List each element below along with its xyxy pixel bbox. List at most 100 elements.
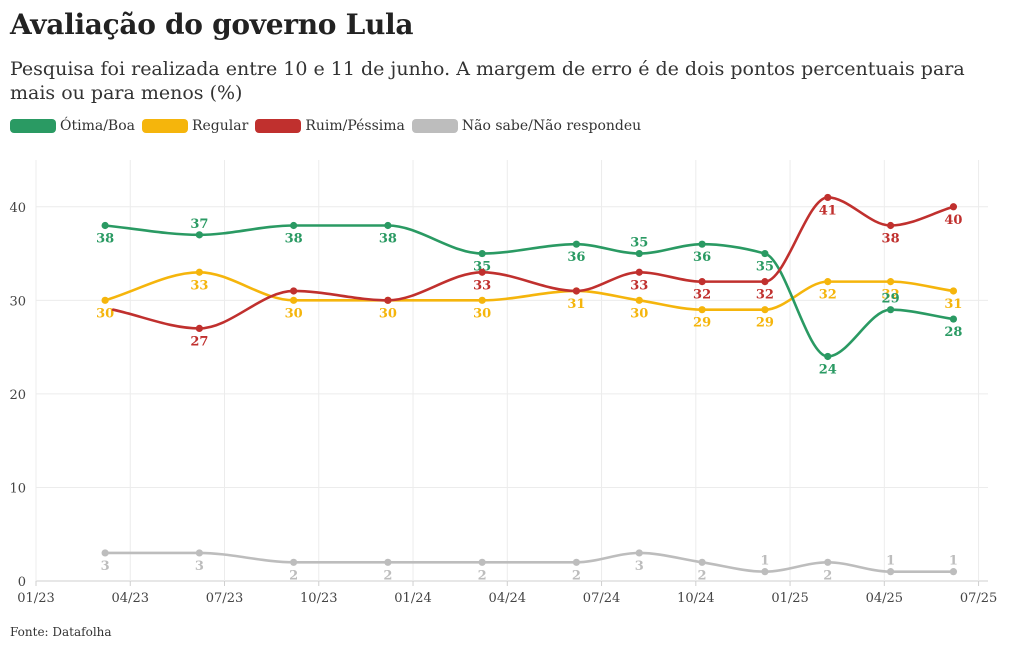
data-point-ruim-pessima-8 [761,278,769,286]
data-point-otima-boa-0 [101,221,109,230]
data-label-ruim-pessima-9: 41 [819,203,837,218]
data-label-ruim-pessima-6: 33 [630,278,648,293]
data-label-nao-sabe-nao-respondeu-2: 2 [289,568,298,583]
y-tick-label-10: 10 [9,481,26,496]
data-point-ruim-pessima-11 [949,203,958,211]
data-point-otima-boa-8 [761,249,769,258]
x-tick-label-07-25: 07/25 [960,591,997,606]
legend-label-regular: Regular [191,118,249,134]
data-label-otima-boa-3: 38 [379,231,397,246]
data-point-regular-9 [824,278,832,286]
data-label-otima-boa-5: 36 [567,250,585,265]
x-tick-label-04-23: 04/23 [112,591,149,606]
data-label-regular-8: 29 [756,316,774,331]
data-point-regular-4 [478,296,486,304]
data-point-nao-sabe-nao-respondeu-4 [478,558,486,566]
data-point-regular-10 [887,278,895,286]
data-label-nao-sabe-nao-respondeu-0: 3 [101,559,110,574]
data-point-regular-2 [290,296,298,304]
data-point-otima-boa-6 [635,249,643,258]
data-label-regular-1: 33 [190,278,208,293]
data-point-regular-11 [949,287,958,295]
data-label-otima-boa-6: 35 [630,236,648,251]
data-label-otima-boa-10: 29 [882,292,900,307]
data-point-otima-boa-7 [698,240,706,248]
data-point-ruim-pessima-7 [698,278,706,286]
data-label-nao-sabe-nao-respondeu-8: 1 [760,554,769,569]
data-label-regular-5: 31 [567,297,585,312]
data-point-ruim-pessima-3 [384,296,392,304]
x-tick-label-07-23: 07/23 [206,591,243,606]
data-label-otima-boa-7: 36 [693,250,711,265]
x-tick-label-04-25: 04/25 [866,591,903,606]
x-tick-label-01-24: 01/24 [394,591,431,606]
data-point-otima-boa-9 [824,352,832,361]
y-tick-label-30: 30 [9,294,26,309]
data-label-ruim-pessima-10: 38 [882,231,900,246]
legend-swatch-nao-sabe [411,119,458,133]
legend-item-nao-sabe: Não sabe/Não respondeu [411,118,641,134]
data-label-nao-sabe-nao-respondeu-6: 3 [635,559,644,574]
x-tick-label-01-25: 01/25 [771,591,808,606]
data-label-ruim-pessima-7: 32 [693,288,711,303]
data-label-otima-boa-1: 37 [190,217,208,232]
legend-label-ruim-pessima: Ruim/Péssima [305,118,405,134]
legend-swatch-ruim-pessima [255,119,302,133]
data-point-ruim-pessima-5 [572,287,581,295]
legend-swatch-otima-boa [10,119,56,133]
data-point-ruim-pessima-6 [635,268,643,276]
data-label-regular-4: 30 [473,306,491,321]
source-note: Fonte: Datafolha [10,625,112,639]
data-point-ruim-pessima-10 [887,221,895,230]
data-point-otima-boa-5 [572,240,581,248]
data-label-regular-2: 30 [285,306,303,321]
data-point-ruim-pessima-4 [478,268,486,276]
data-label-otima-boa-9: 24 [819,362,837,377]
data-label-ruim-pessima-11: 40 [944,213,962,228]
data-label-ruim-pessima-1: 27 [190,334,208,349]
data-label-nao-sabe-nao-respondeu-11: 1 [949,554,958,569]
data-point-nao-sabe-nao-respondeu-7 [698,558,706,566]
legend-label-otima-boa: Ótima/Boa [60,118,135,134]
data-label-regular-6: 30 [630,306,648,321]
data-label-otima-boa-8: 35 [756,260,774,275]
x-tick-label-01-23: 01/23 [17,591,54,606]
data-point-otima-boa-11 [949,315,958,323]
data-point-regular-1 [195,268,203,276]
data-point-nao-sabe-nao-respondeu-3 [384,558,392,566]
data-label-regular-11: 31 [944,297,962,312]
data-point-nao-sabe-nao-respondeu-10 [887,568,895,576]
legend-item-otima-boa: Ótima/Boa [10,118,135,134]
chart-title: Avaliação do governo Lula [10,8,414,41]
legend-item-regular: Regular [141,118,249,134]
data-point-nao-sabe-nao-respondeu-2 [290,558,298,566]
data-label-ruim-pessima-4: 33 [473,278,491,293]
data-point-regular-8 [761,306,769,314]
data-point-regular-6 [635,296,643,304]
legend-swatch-regular [141,119,188,133]
data-point-ruim-pessima-2 [290,287,298,295]
data-point-otima-boa-1 [195,231,203,239]
data-point-nao-sabe-nao-respondeu-1 [195,549,203,557]
data-point-regular-7 [698,306,706,314]
x-tick-label-07-24: 07/24 [583,591,620,606]
data-point-nao-sabe-nao-respondeu-6 [635,549,643,557]
data-label-otima-boa-2: 38 [285,231,303,246]
data-point-nao-sabe-nao-respondeu-8 [761,568,769,576]
data-label-nao-sabe-nao-respondeu-9: 2 [823,568,832,583]
data-point-nao-sabe-nao-respondeu-9 [824,558,832,566]
data-point-nao-sabe-nao-respondeu-5 [572,558,581,566]
data-label-nao-sabe-nao-respondeu-10: 1 [886,554,895,569]
y-tick-label-20: 20 [9,388,26,403]
data-point-ruim-pessima-9 [824,193,832,202]
data-label-regular-0: 30 [96,306,114,321]
data-label-otima-boa-4: 35 [473,260,491,275]
data-point-otima-boa-3 [384,221,392,230]
legend: Ótima/Boa Regular Ruim/Péssima Não sabe/… [10,118,648,134]
y-tick-label-0: 0 [18,575,26,590]
x-tick-label-10-24: 10/24 [677,591,714,606]
data-point-nao-sabe-nao-respondeu-11 [949,568,958,576]
data-point-otima-boa-10 [887,306,895,314]
data-label-nao-sabe-nao-respondeu-1: 3 [195,559,204,574]
